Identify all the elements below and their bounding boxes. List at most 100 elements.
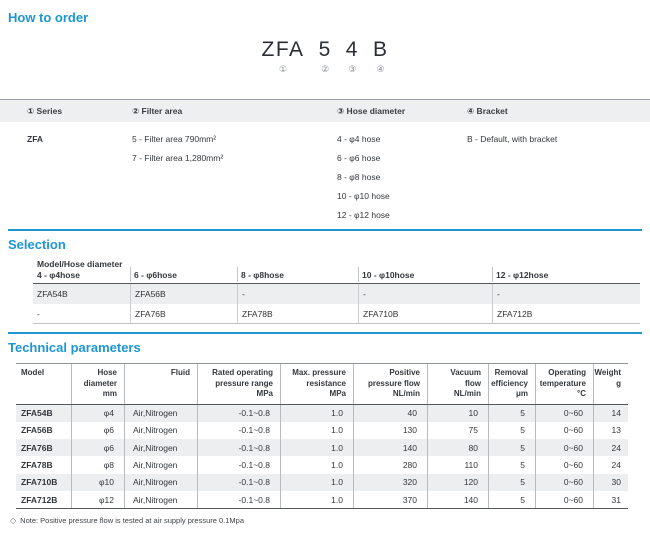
- tech-table-row: ZFA78B φ8 Air,Nitrogen -0.1~0.8 1.0 280 …: [16, 456, 628, 474]
- tech-cell: 0~60: [535, 439, 593, 457]
- tech-cell: 10: [427, 404, 488, 422]
- order-table-bracket-column: B - Default, with bracket: [459, 130, 650, 225]
- order-table-header-row: ① Series ② Filter area ③ Hose diameter ④…: [0, 99, 650, 122]
- order-code-marker: ①: [279, 64, 288, 74]
- selection-table-header-row: Model/Hose diameter 4 - φ4hose 6 - φ6hos…: [33, 258, 640, 284]
- tech-cell: 80: [427, 439, 488, 457]
- tech-table-row: ZFA54B φ4 Air,Nitrogen -0.1~0.8 1.0 40 1…: [16, 404, 628, 422]
- tech-table-row: ZFA76B φ6 Air,Nitrogen -0.1~0.8 1.0 140 …: [16, 439, 628, 457]
- selection-cell: -: [358, 284, 492, 304]
- order-code-marker: ②: [321, 64, 330, 74]
- order-table-header-series: ① Series: [27, 105, 63, 116]
- tech-cell: 5: [488, 456, 535, 474]
- tech-header-positive-flow: Positive pressure flow NL/min: [353, 364, 427, 404]
- tech-cell: 1.0: [280, 490, 353, 509]
- order-table-hose-diameter-column: 4 - φ4 hose 6 - φ6 hose 8 - φ8 hose 10 -…: [329, 130, 459, 225]
- selection-header-corner: Model/Hose diameter 4 - φ4hose: [33, 258, 130, 283]
- tech-cell: φ12: [71, 490, 124, 509]
- tech-cell: φ6: [71, 421, 124, 440]
- tech-cell: 1.0: [280, 456, 353, 474]
- tech-cell: Air,Nitrogen: [124, 404, 197, 422]
- selection-cell: ZFA56B: [130, 284, 237, 304]
- tech-cell: 24: [593, 439, 628, 457]
- tech-cell-model: ZFA710B: [21, 477, 58, 488]
- tech-table-header-row: Model Hose diameter mm Fluid Rated opera…: [16, 364, 628, 405]
- selection-table-row: - ZFA76B ZFA78B ZFA710B ZFA712B: [33, 304, 640, 324]
- section-title-selection: Selection: [8, 237, 66, 252]
- tech-header-rated-pressure: Rated operating pressure range MPa: [197, 364, 280, 404]
- tech-cell: 5: [488, 404, 535, 422]
- tech-cell: 0~60: [535, 473, 593, 491]
- order-table-header-hose-diameter: ③ Hose diameter: [337, 105, 406, 116]
- selection-header-cell: 6 - φ6hose: [130, 267, 237, 283]
- tech-cell: 1.0: [280, 439, 353, 457]
- tech-cell: 30: [593, 473, 628, 491]
- tech-cell: 130: [353, 421, 427, 440]
- order-table-item: B - Default, with bracket: [467, 134, 558, 144]
- order-table: ① Series ② Filter area ③ Hose diameter ④…: [0, 99, 650, 225]
- selection-cell: ZFA76B: [130, 304, 237, 323]
- tech-cell: 1.0: [280, 404, 353, 422]
- technical-parameters-table: Model Hose diameter mm Fluid Rated opera…: [16, 363, 628, 510]
- selection-table-row: ZFA54B ZFA56B - - -: [33, 284, 640, 304]
- order-table-item: 10 - φ10 hose: [337, 191, 390, 201]
- selection-header-cell: 10 - φ10hose: [358, 267, 492, 283]
- tech-cell: 0~60: [535, 404, 593, 422]
- order-code-group: B ④: [373, 38, 389, 75]
- tech-cell: Air,Nitrogen: [124, 473, 197, 491]
- tech-cell: -0.1~0.8: [197, 404, 280, 422]
- tech-cell: 5: [488, 473, 535, 491]
- diamond-icon: ◇: [10, 515, 17, 525]
- tech-cell: Air,Nitrogen: [124, 490, 197, 509]
- order-table-item: 4 - φ4 hose: [337, 134, 381, 144]
- tech-header-fluid: Fluid: [124, 364, 197, 404]
- order-table-header-filter-area: ② Filter area: [132, 105, 183, 116]
- tech-cell: 75: [427, 421, 488, 440]
- tech-cell: 24: [593, 456, 628, 474]
- order-code-marker: ③: [348, 64, 357, 74]
- tech-cell-model: ZFA712B: [21, 494, 58, 505]
- tech-cell: φ4: [71, 404, 124, 422]
- tech-cell: 31: [593, 490, 628, 509]
- tech-cell: φ10: [71, 473, 124, 491]
- order-table-header-bracket: ④ Bracket: [467, 105, 508, 116]
- tech-cell: 280: [353, 456, 427, 474]
- page: How to order ZFA ① 5 ② 4 ③ B ④ ① Series …: [0, 10, 650, 525]
- footnote-text: Note: Positive pressure flow is tested a…: [20, 516, 245, 526]
- tech-cell: 140: [353, 439, 427, 457]
- tech-header-max-pressure: Max. pressure resistance MPa: [280, 364, 353, 404]
- tech-cell: φ8: [71, 456, 124, 474]
- selection-cell: ZFA710B: [358, 304, 492, 323]
- selection-header-cell: 4 - φ4hose: [37, 270, 80, 280]
- order-code-group: 5 ②: [319, 38, 332, 75]
- tech-cell: 140: [427, 490, 488, 509]
- selection-header-cell: 12 - φ12hose: [492, 267, 640, 283]
- tech-cell: 1.0: [280, 473, 353, 491]
- order-table-item: 5 - Filter area 790mm²: [132, 134, 217, 144]
- selection-corner-label: Model/Hose diameter: [37, 259, 123, 269]
- tech-cell: 0~60: [535, 421, 593, 440]
- order-code-group: ZFA ①: [262, 38, 305, 75]
- selection-header-cell: 8 - φ8hose: [237, 267, 358, 283]
- tech-cell: 110: [427, 456, 488, 474]
- order-code-part: ZFA: [261, 38, 305, 61]
- order-code-group: 4 ③: [346, 38, 359, 75]
- tech-cell: Air,Nitrogen: [124, 456, 197, 474]
- selection-table: Model/Hose diameter 4 - φ4hose 6 - φ6hos…: [33, 258, 640, 324]
- selection-cell: ZFA78B: [237, 304, 358, 323]
- tech-table-row: ZFA56B φ6 Air,Nitrogen -0.1~0.8 1.0 130 …: [16, 421, 628, 440]
- section-title-how-to-order: How to order: [8, 10, 89, 25]
- tech-header-operating-temperature: Operating temperature °C: [535, 364, 593, 404]
- selection-cell: ZFA54B: [37, 289, 68, 299]
- order-table-item: 7 - Filter area 1,280mm²: [132, 153, 224, 163]
- tech-cell: 13: [593, 421, 628, 440]
- order-table-filter-area-column: 5 - Filter area 790mm² 7 - Filter area 1…: [124, 130, 329, 225]
- tech-cell: 1.0: [280, 421, 353, 440]
- tech-cell: 5: [488, 439, 535, 457]
- tech-cell: 0~60: [535, 456, 593, 474]
- footnote: ◇ Note: Positive pressure flow is tested…: [10, 516, 650, 525]
- section-title-technical-parameters: Technical parameters: [8, 340, 141, 355]
- tech-cell-model: ZFA78B: [21, 460, 53, 471]
- order-table-item: 6 - φ6 hose: [337, 153, 381, 163]
- tech-table-row: ZFA710B φ10 Air,Nitrogen -0.1~0.8 1.0 32…: [16, 473, 628, 491]
